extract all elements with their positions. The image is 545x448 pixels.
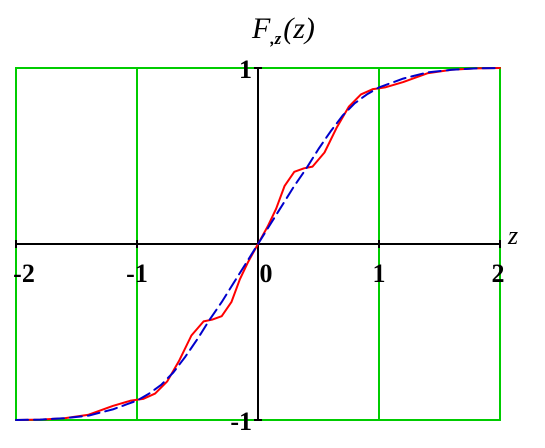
- x-tick-label: 1: [373, 259, 386, 288]
- x-tick-label: -1: [126, 259, 148, 288]
- chart-title-sub: ,z: [269, 29, 281, 48]
- chart-title: F,z(z): [251, 12, 315, 48]
- series-group: [15, 67, 501, 421]
- chart-title-arg: (z): [283, 12, 315, 45]
- y-tick-label: -1: [230, 407, 252, 436]
- x-axis-label: z: [507, 221, 518, 250]
- tick-labels: -2 -1 0 1 2 1 -1: [13, 55, 504, 436]
- series-line-dashed: [15, 67, 501, 421]
- chart-title-main: F: [251, 12, 271, 45]
- x-tick-label: -2: [13, 259, 35, 288]
- x-tick-label: 0: [260, 259, 273, 288]
- x-tick-label: 2: [492, 259, 505, 288]
- y-tick-label: 1: [239, 55, 252, 84]
